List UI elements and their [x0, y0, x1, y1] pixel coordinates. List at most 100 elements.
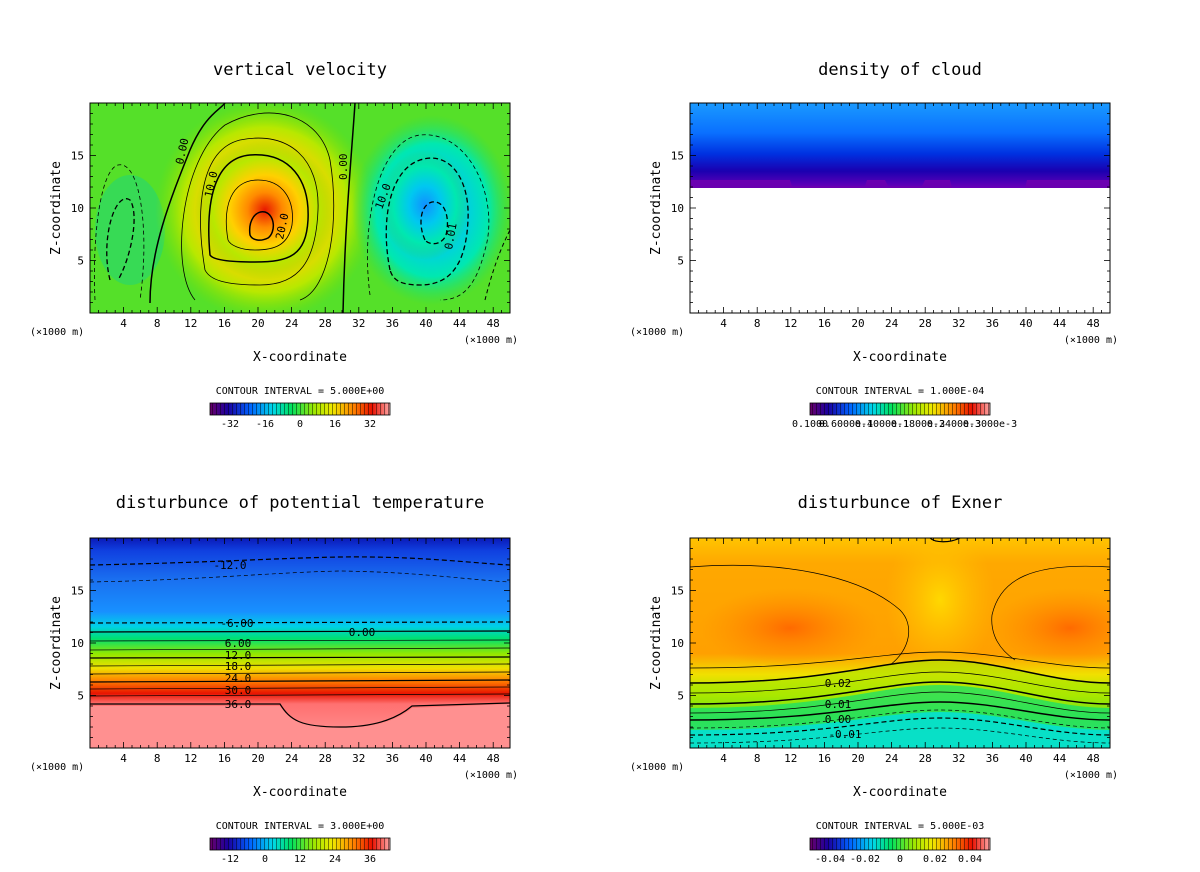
- x-tick-label: 48: [1087, 752, 1100, 765]
- x-tick-label: 12: [784, 317, 797, 330]
- contour-label: 30.0: [225, 684, 252, 697]
- colorbar-tick-label: 0.2400e-3: [927, 419, 981, 430]
- contour-label: -0.01: [828, 728, 861, 741]
- contour-label: 0.00: [173, 137, 191, 166]
- x-tick-label: 36: [986, 317, 999, 330]
- x-unit-right: (×1000 m): [464, 770, 518, 781]
- colorbar-tick-label: -16: [256, 419, 274, 430]
- chart-title: disturbunce of Exner: [798, 493, 1003, 513]
- colorbar-tick-label: -0.02: [850, 854, 880, 865]
- colorbar-divisions: [810, 838, 990, 850]
- x-unit-left: (×1000 m): [630, 327, 684, 338]
- x-tick-label: 48: [487, 317, 500, 330]
- contour-label: 6.00: [225, 637, 252, 650]
- y-tick-label: 5: [677, 690, 684, 703]
- x-tick-label: 16: [218, 317, 231, 330]
- x-tick-label: 8: [154, 752, 161, 765]
- contour-interval: CONTOUR INTERVAL = 5.000E-03: [816, 821, 985, 832]
- colorbar-divisions: [810, 403, 990, 415]
- x-tick-label: 16: [218, 752, 231, 765]
- x-tick-label: 8: [754, 317, 761, 330]
- x-tick-label: 44: [1053, 752, 1067, 765]
- contour-label: 0.00: [825, 713, 852, 726]
- x-tick-label: 36: [986, 752, 999, 765]
- heatmap-field: [690, 538, 1110, 748]
- colorbar-frame: [809, 837, 991, 851]
- x-tick-label: 4: [120, 317, 127, 330]
- x-tick-label: 20: [851, 752, 864, 765]
- y-axis-label: Z-coordinate: [649, 161, 664, 255]
- x-unit-left: (×1000 m): [630, 762, 684, 773]
- x-tick-label: 4: [120, 752, 127, 765]
- contour-labels: 0.02 0.01 0.00 -0.01: [825, 677, 862, 741]
- x-tick-label: 12: [184, 317, 197, 330]
- x-tick-label: 24: [885, 317, 899, 330]
- x-tick-label: 24: [885, 752, 899, 765]
- x-tick-label: 44: [453, 317, 467, 330]
- y-tick-label: 15: [671, 150, 684, 163]
- colorbar-tick-label: -12: [221, 854, 239, 865]
- colorbar-tick-label: 24: [329, 854, 341, 865]
- colorbar-frame: [209, 402, 391, 416]
- x-tick-label: 48: [1087, 317, 1100, 330]
- colorbar-tick-label: 0.3000e-3: [963, 419, 1017, 430]
- colorbar-tick-label: 0.6000e-1: [819, 419, 873, 430]
- x-tick-label: 44: [453, 752, 467, 765]
- y-tick-label: 10: [671, 202, 684, 215]
- x-axis-label: X-coordinate: [253, 785, 347, 800]
- x-tick-label: 8: [154, 317, 161, 330]
- colorbar-frame: [209, 837, 391, 851]
- panel-potential-temperature: disturbunce of potential temperature: [30, 493, 518, 865]
- x-tick-label: 20: [251, 752, 264, 765]
- x-tick-label: 32: [352, 752, 365, 765]
- y-tick-label: 10: [71, 637, 84, 650]
- colorbar-divisions: [210, 838, 390, 850]
- x-tick-label: 32: [952, 752, 965, 765]
- x-tick-label: 20: [251, 317, 264, 330]
- x-unit-right: (×1000 m): [1064, 335, 1118, 346]
- colorbar-frame: [809, 402, 991, 416]
- colorbar-tick-label: 0.02: [923, 854, 947, 865]
- x-tick-label: 24: [285, 752, 299, 765]
- x-tick-label: 4: [720, 752, 727, 765]
- colorbar-tick-label: 0.1800e-3: [891, 419, 945, 430]
- panel-exner: disturbunce of Exner: [630, 493, 1118, 865]
- contour-label: 12.0: [225, 649, 252, 662]
- x-axis-label: X-coordinate: [853, 785, 947, 800]
- x-tick-label: 4: [720, 317, 727, 330]
- y-axis-label: Z-coordinate: [49, 161, 64, 255]
- contour-label: 0.01: [825, 698, 852, 711]
- y-tick-label: 15: [671, 585, 684, 598]
- y-tick-label: 15: [71, 585, 84, 598]
- colorbar-tick-label: 32: [364, 419, 376, 430]
- x-tick-label: 48: [487, 752, 500, 765]
- heatmap-field: [90, 538, 510, 748]
- contour-lines: [93, 103, 510, 313]
- x-tick-label: 32: [952, 317, 965, 330]
- x-unit-right: (×1000 m): [464, 335, 518, 346]
- x-unit-right: (×1000 m): [1064, 770, 1118, 781]
- y-tick-label: 15: [71, 150, 84, 163]
- x-unit-left: (×1000 m): [30, 762, 84, 773]
- chart-title: disturbunce of potential temperature: [116, 493, 484, 513]
- x-tick-label: 12: [784, 752, 797, 765]
- chart-title: vertical velocity: [213, 60, 387, 80]
- x-tick-label: 28: [919, 317, 932, 330]
- contour-label: 10.0: [202, 170, 220, 199]
- x-tick-label: 16: [818, 317, 831, 330]
- colorbar-tick-label: 16: [329, 419, 341, 430]
- panel-density-of-cloud: density of cloud 4 8 12 16 20 24 28 32 36 40 44 485…: [630, 60, 1118, 430]
- colorbar-tick-label: 0: [897, 854, 903, 865]
- contour-lines: [690, 538, 1110, 744]
- y-axis-label: Z-coordinate: [49, 596, 64, 690]
- colorbar-tick-label: 0: [297, 419, 303, 430]
- y-tick-label: 5: [77, 255, 84, 268]
- y-tick-label: 10: [71, 202, 84, 215]
- x-tick-label: 12: [184, 752, 197, 765]
- x-tick-label: 40: [419, 752, 432, 765]
- y-tick-label: 5: [677, 255, 684, 268]
- y-axis-label: Z-coordinate: [649, 596, 664, 690]
